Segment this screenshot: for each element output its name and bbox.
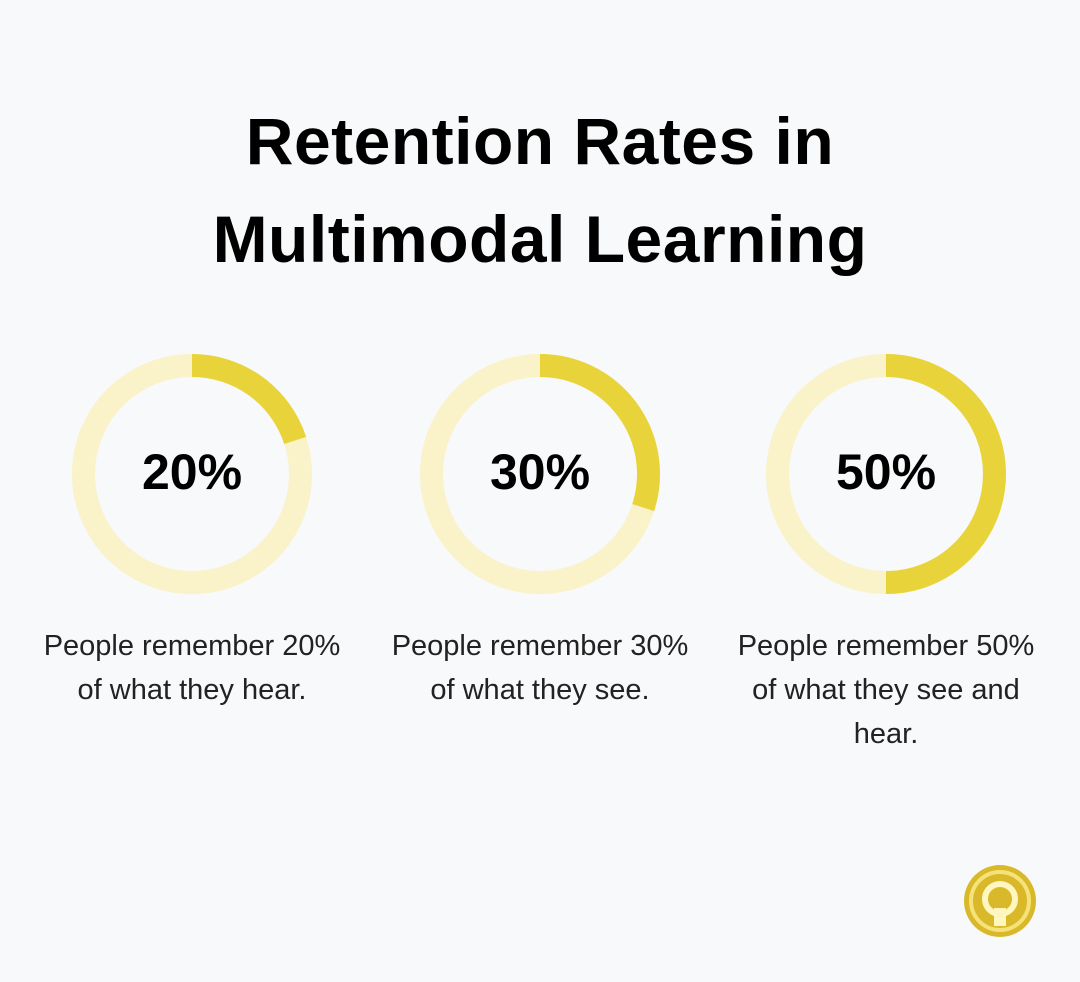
caption: People remember 50% of what they see and… — [737, 630, 1035, 750]
center-label: 50% — [836, 444, 936, 500]
center-label: 30% — [490, 444, 590, 500]
donut-segment — [885, 354, 1006, 594]
caption: People remember 20% of what they hear. — [43, 630, 341, 706]
donut-segment — [539, 354, 660, 512]
center-label: 20% — [142, 444, 242, 500]
title: Retention Rates in Multimodal Learning — [212, 104, 868, 276]
caption: People remember 30% of what they see. — [391, 630, 689, 706]
donut-segment — [191, 354, 307, 445]
logo — [964, 865, 1036, 937]
